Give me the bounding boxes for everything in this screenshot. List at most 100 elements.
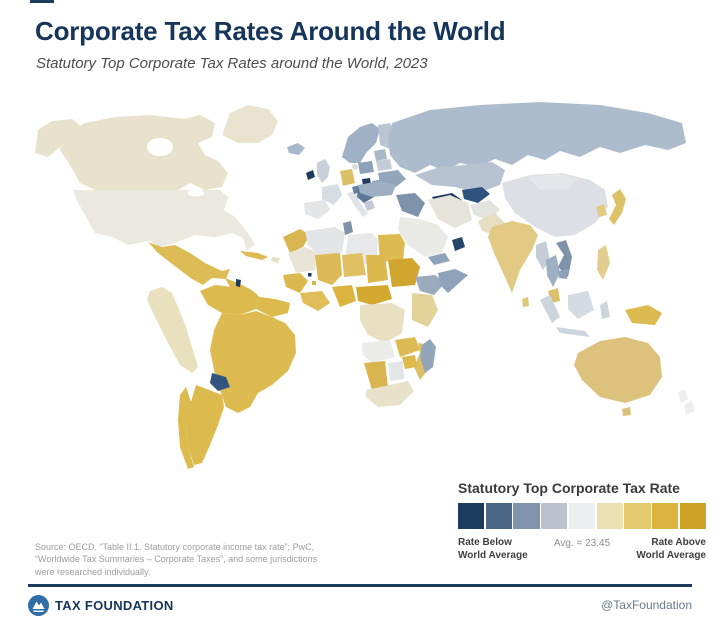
- brand-lockup: TAX FOUNDATION: [28, 594, 174, 616]
- region-thailand: [546, 255, 560, 287]
- top-crop-artifact: [30, 0, 54, 3]
- region-saudi-arabia: [398, 217, 448, 257]
- region-cuba: [240, 251, 268, 260]
- region-andes-strip: [147, 287, 198, 373]
- region-yemen: [428, 253, 450, 265]
- region-korea: [596, 204, 607, 217]
- region-argentina: [186, 385, 224, 465]
- region-algeria: [305, 227, 345, 255]
- region-antilles-3: [312, 281, 316, 285]
- region-iberia: [304, 200, 330, 219]
- legend-swatch-8: [652, 503, 679, 529]
- page-subtitle: Statutory Top Corporate Tax Rates around…: [36, 55, 428, 72]
- region-russia: [388, 102, 686, 173]
- legend-label-average: Avg. = 23.45: [553, 538, 611, 549]
- region-iran: [428, 195, 472, 228]
- legend-swatch-4: [541, 503, 568, 529]
- region-mauritania: [288, 247, 318, 273]
- region-greece: [364, 200, 375, 211]
- legend-color-scale: [458, 503, 706, 529]
- region-hispaniola: [271, 257, 280, 263]
- region-antilles-2: [308, 273, 312, 277]
- region-angola: [362, 340, 395, 363]
- region-paraguay: [210, 373, 230, 391]
- region-canada: [60, 115, 228, 190]
- great-lakes: [188, 189, 204, 197]
- region-brazil: [210, 311, 296, 413]
- region-nigeria: [332, 285, 356, 307]
- source-line-1: Source: OECD, “Table II.1. Statutory cor…: [35, 542, 315, 552]
- region-madagascar: [420, 339, 436, 373]
- region-cambodia: [558, 269, 568, 279]
- footer-divider: [28, 584, 692, 587]
- region-south-africa: [366, 381, 414, 407]
- legend-swatch-9: [679, 503, 706, 529]
- region-greenland: [222, 105, 278, 143]
- tax-foundation-logo-icon: [28, 594, 49, 616]
- region-vietnam-laos: [556, 240, 572, 277]
- legend-swatch-6: [596, 503, 623, 529]
- region-senegal-guinea: [283, 273, 308, 293]
- region-namibia: [364, 361, 388, 390]
- region-tasmania: [622, 407, 631, 416]
- region-philippines: [597, 245, 610, 280]
- legend-swatch-2: [485, 503, 512, 529]
- region-somalia: [438, 269, 468, 293]
- region-germany: [340, 169, 355, 186]
- region-sri-lanka: [522, 297, 529, 307]
- region-sulawesi: [600, 301, 610, 319]
- region-mali: [315, 253, 342, 285]
- region-australia: [574, 337, 662, 403]
- region-uk: [317, 159, 330, 183]
- region-new-guinea: [625, 305, 662, 325]
- region-niger: [342, 253, 366, 277]
- region-zimbabwe: [402, 355, 417, 369]
- region-cameroon-car: [356, 285, 392, 305]
- region-usa: [73, 190, 255, 250]
- region-denmark: [352, 164, 358, 170]
- region-alaska: [35, 119, 82, 157]
- legend-swatch-3: [513, 503, 540, 529]
- source-line-2: “Worldwide Tax Summaries – Corporate Tax…: [35, 554, 318, 565]
- region-sumatra: [540, 295, 560, 323]
- region-baltics: [374, 149, 387, 161]
- region-drc: [360, 303, 405, 343]
- world-map: [0, 95, 720, 485]
- region-norway-sweden: [342, 123, 380, 163]
- region-ethiopia: [415, 275, 445, 295]
- region-poland: [358, 161, 374, 174]
- region-india: [488, 221, 538, 293]
- hudson-bay: [147, 138, 173, 156]
- region-china: [502, 173, 608, 237]
- region-chile: [178, 387, 194, 469]
- region-italy: [347, 191, 368, 217]
- region-java: [556, 327, 590, 337]
- region-belize: [236, 279, 241, 287]
- legend-swatch-1: [458, 503, 485, 529]
- legend-swatch-7: [624, 503, 651, 529]
- legend-label-above: Rate Above World Average: [636, 537, 706, 561]
- region-belarus: [376, 159, 392, 171]
- region-kazakhstan: [415, 162, 505, 193]
- legend-label-below: Rate Below World Average: [458, 537, 528, 561]
- region-mongolia: [528, 173, 578, 190]
- source-note: Source: OECD, “Table II.1. Statutory cor…: [35, 541, 317, 578]
- region-iceland: [287, 143, 305, 155]
- region-new-zealand-south: [684, 401, 695, 415]
- page-title: Corporate Tax Rates Around the World: [35, 16, 506, 46]
- region-turkey: [358, 181, 396, 197]
- region-new-zealand-north: [678, 389, 688, 403]
- region-borneo: [568, 291, 594, 319]
- legend-title: Statutory Top Corporate Tax Rate: [458, 480, 680, 496]
- legend: Statutory Top Corporate Tax Rate Rate Be…: [458, 480, 706, 562]
- footer: TAX FOUNDATION @TaxFoundation: [28, 592, 692, 618]
- region-botswana: [388, 361, 404, 381]
- brand-name: TAX FOUNDATION: [55, 597, 174, 613]
- region-colombia: [200, 285, 260, 315]
- source-line-3: were researched individually.: [35, 566, 151, 577]
- region-ghana-ivory: [300, 291, 330, 311]
- region-france: [322, 184, 342, 205]
- legend-swatch-5: [568, 503, 596, 529]
- region-mexico: [148, 242, 230, 285]
- region-oman: [452, 237, 465, 251]
